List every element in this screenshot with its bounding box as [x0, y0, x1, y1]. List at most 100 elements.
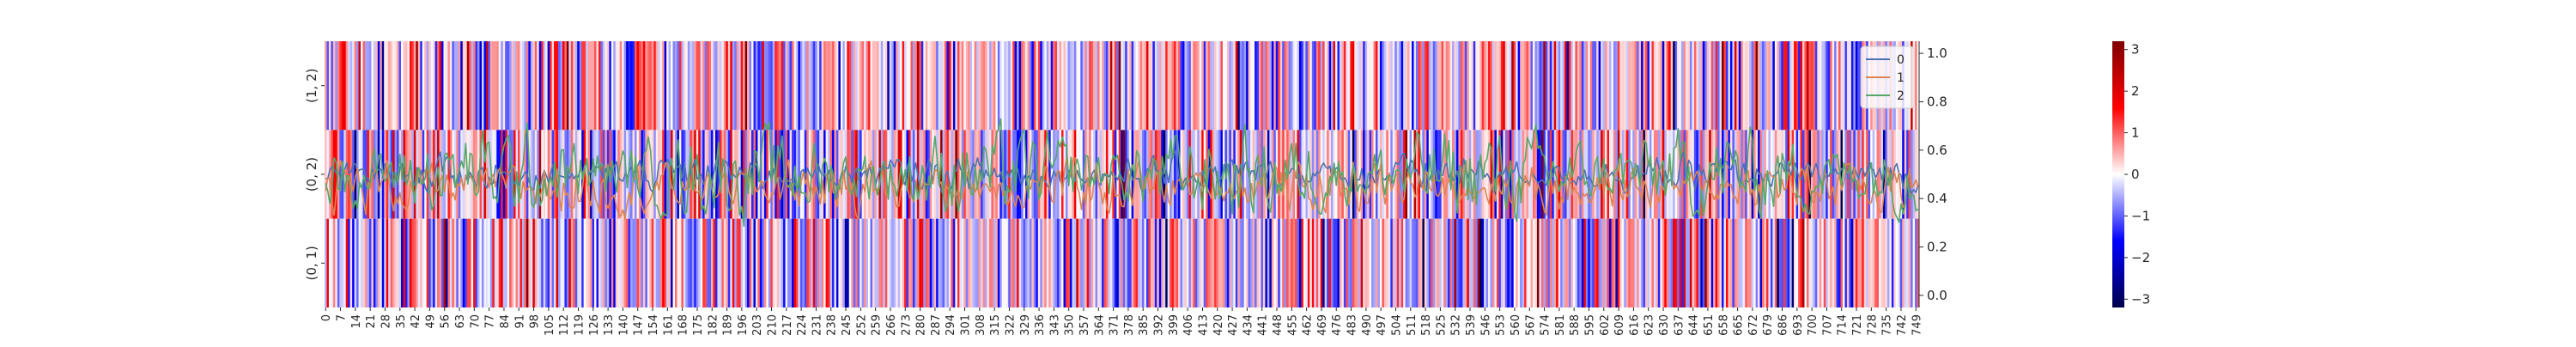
heatmap-cell [635, 218, 637, 307]
heatmap-cell [1443, 218, 1446, 307]
heatmap-cell [1826, 41, 1829, 131]
heatmap-cell [1303, 41, 1306, 131]
heatmap-cell [828, 218, 830, 307]
heatmap-cell [1813, 41, 1816, 131]
heatmap-cell [762, 41, 765, 131]
heatmap-cell [891, 130, 895, 219]
heatmap-cell [1188, 130, 1192, 219]
x-tick-label: 679 [1762, 314, 1775, 336]
heatmap-cell [1144, 218, 1147, 307]
heatmap-cell [751, 130, 754, 219]
heatmap-cell [380, 41, 383, 131]
heatmap-cell [441, 41, 444, 131]
heatmap-cell [1346, 218, 1349, 307]
heatmap-cell [851, 130, 854, 219]
heatmap-cell [538, 130, 542, 219]
heatmap-cell [1042, 218, 1045, 307]
x-tick-label: 399 [1168, 314, 1181, 336]
heatmap-cell [392, 41, 395, 131]
heatmap-cell [326, 218, 330, 307]
x-tick-label: 273 [900, 314, 913, 336]
heatmap-cell [1252, 41, 1255, 131]
heatmap-cell [655, 41, 659, 131]
heatmap-cell [1150, 218, 1153, 307]
heatmap-cell [727, 41, 731, 131]
heatmap-cell [1857, 218, 1861, 307]
heatmap-cell [1668, 130, 1672, 219]
heatmap-cell [976, 218, 979, 307]
heatmap-cell [1696, 41, 1699, 131]
heatmap-cell [1795, 218, 1799, 307]
heatmap-cell [929, 130, 933, 219]
heatmap-cell [1188, 41, 1192, 131]
heatmap-cell [1197, 41, 1200, 131]
x-tick-label: 49 [424, 314, 437, 329]
heatmap-cell [386, 41, 389, 131]
heatmap-cell [579, 41, 582, 131]
heatmap-cell [1360, 218, 1364, 307]
heatmap-cell [524, 130, 527, 219]
heatmap-cell [1651, 130, 1655, 219]
heatmap-cell [1536, 218, 1540, 307]
heatmap-cell [808, 41, 811, 131]
heatmap-cell [339, 218, 343, 307]
heatmap-cell [1615, 218, 1619, 307]
heatmap-cell [1335, 218, 1338, 307]
heatmap-cell [1390, 218, 1394, 307]
heatmap-cell [1309, 218, 1313, 307]
heatmap-cell [747, 41, 750, 131]
heatmap-cell [860, 218, 862, 307]
heatmap-cell [343, 41, 347, 131]
heatmap-cell [1279, 218, 1283, 307]
x-tick-label: 644 [1688, 314, 1701, 336]
heatmap-cell [1717, 218, 1720, 307]
heatmap-cell [677, 41, 680, 131]
heatmap-cell [325, 130, 327, 219]
heatmap-cell [1229, 41, 1232, 131]
heatmap-cell [1536, 41, 1540, 131]
heatmap-cell [1194, 218, 1198, 307]
heatmap-cell [598, 218, 601, 307]
heatmap-cell [1859, 218, 1862, 307]
heatmap-cell [458, 218, 461, 307]
heatmap-cell [1078, 41, 1081, 131]
heatmap-cell [987, 218, 990, 307]
heatmap-cell [1112, 41, 1115, 131]
heatmap-cell [806, 218, 810, 307]
heatmap-cell [904, 41, 907, 131]
heatmap-cell [1683, 41, 1686, 131]
heatmap-cell [770, 218, 774, 307]
heatmap-cell [1273, 218, 1277, 307]
heatmap-cell [545, 218, 549, 307]
heatmap-cell [791, 130, 794, 219]
heatmap-cell [1069, 41, 1072, 131]
heatmap-cell [932, 41, 935, 131]
heatmap-cell [1543, 218, 1546, 307]
heatmap-cell [1170, 218, 1173, 307]
heatmap-cell [1139, 41, 1143, 131]
heatmap-cell [1704, 41, 1708, 131]
heatmap-cell [1517, 41, 1521, 131]
heatmap-cell [717, 218, 720, 307]
heatmap-cell [811, 41, 814, 131]
heatmap-cell [1286, 218, 1289, 307]
heatmap-cell [371, 218, 374, 307]
heatmap-cell [1109, 41, 1113, 131]
heatmap-cell [1704, 218, 1708, 307]
heatmap-cell [1322, 130, 1326, 219]
heatmap-cell [808, 218, 811, 307]
heatmap-cell [1534, 41, 1538, 131]
heatmap-cell [766, 130, 769, 219]
heatmap-cell [976, 41, 979, 131]
heatmap-cell [1315, 218, 1319, 307]
heatmap-cell [1556, 41, 1559, 131]
heatmap-cell [1630, 41, 1633, 131]
heatmap-cell [1080, 130, 1084, 219]
heatmap-cell [1552, 218, 1555, 307]
heatmap-cell [630, 130, 633, 219]
heatmap-cell [521, 41, 525, 131]
heatmap-cell [481, 218, 484, 307]
heatmap-cell [1097, 41, 1100, 131]
